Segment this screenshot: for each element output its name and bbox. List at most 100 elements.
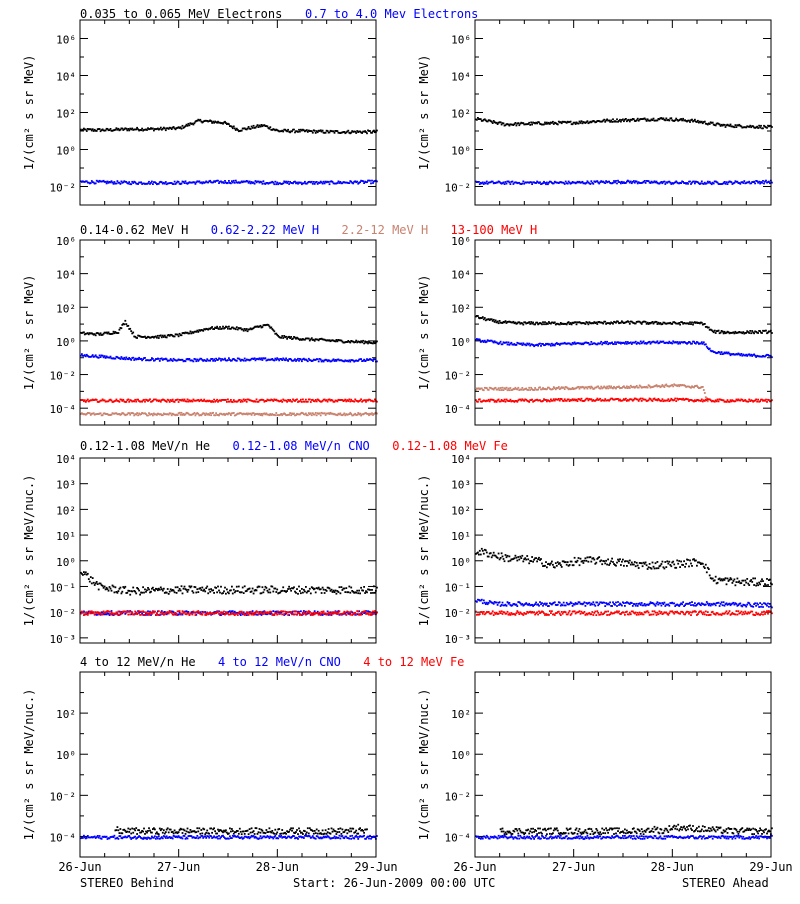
data-point [218,415,220,417]
data-point [582,560,584,562]
data-point [549,401,551,403]
data-point [118,332,120,334]
data-point [195,358,197,360]
data-point [365,401,367,403]
data-point [628,321,630,323]
data-point [587,398,589,400]
data-point [565,181,567,183]
data-point [308,590,310,592]
data-point [490,552,492,554]
data-point [160,127,162,129]
data-point [227,399,229,401]
data-point [482,316,484,318]
data-point [664,181,666,183]
data-point [224,358,226,360]
data-point [653,566,655,568]
data-point [755,399,757,401]
data-point [680,182,682,184]
data-point [245,399,247,401]
data-point [254,183,256,185]
data-point [592,183,594,185]
data-point [214,414,216,416]
data-point [203,611,205,613]
data-point [584,560,586,562]
data-point [363,586,365,588]
data-point [253,614,255,616]
data-point [134,591,136,593]
data-point [138,610,140,612]
data-point [498,399,500,401]
data-point [629,387,631,389]
data-point [253,593,255,595]
data-point [567,183,569,185]
data-point [624,343,626,345]
data-point [301,614,303,616]
data-point [690,323,692,325]
data-point [508,560,510,562]
data-point [255,401,257,403]
data-point [253,125,255,127]
y-tick-label: 10⁻¹ [445,581,472,594]
data-point [534,387,536,389]
data-point [194,412,196,414]
data-point [631,562,633,564]
data-point [612,323,614,325]
data-point [228,326,230,328]
data-point [325,132,327,134]
data-point [197,610,199,612]
data-point [550,563,552,565]
data-point [224,587,226,589]
data-point [131,591,133,593]
row-1-title-0: 0.14-0.62 MeV H [80,223,188,237]
data-point [357,611,359,613]
data-point [128,590,130,592]
panel-2-behind: 1/(cm² s sr MeV/nuc.)10⁻³10⁻²10⁻¹10⁰10¹1… [22,453,378,646]
data-point [763,183,765,185]
data-point [366,341,368,343]
data-point [275,412,277,414]
data-point [510,183,512,185]
data-point [343,588,345,590]
series-tan [80,412,378,417]
data-point [110,588,112,590]
data-point [720,332,722,334]
data-point [181,334,183,336]
data-point [482,550,484,552]
data-point [227,182,229,184]
data-point [597,386,599,388]
data-point [626,565,628,567]
data-point [557,561,559,563]
data-point [537,345,539,347]
data-point [546,182,548,184]
data-point [178,335,180,337]
data-point [281,359,283,361]
data-point [543,124,545,126]
data-point [530,181,532,183]
data-point [87,573,89,575]
data-point [192,614,194,616]
data-point [716,400,718,402]
data-point [704,392,706,394]
data-point [579,564,581,566]
data-point [176,614,178,616]
data-point [174,336,176,338]
data-point [305,614,307,616]
data-point [87,399,89,401]
data-point [356,414,358,416]
data-point [283,613,285,615]
data-point [369,180,371,182]
data-point [186,401,188,403]
data-point [590,561,592,563]
data-point [100,412,102,414]
data-point [358,590,360,592]
data-point [678,322,680,324]
data-point [544,565,546,567]
data-point [222,326,224,328]
data-point [561,398,563,400]
data-point [110,128,112,130]
data-point [281,590,283,592]
data-point [308,338,310,340]
data-point [577,560,579,562]
data-point [723,333,725,335]
y-tick-label: 10² [451,504,471,517]
